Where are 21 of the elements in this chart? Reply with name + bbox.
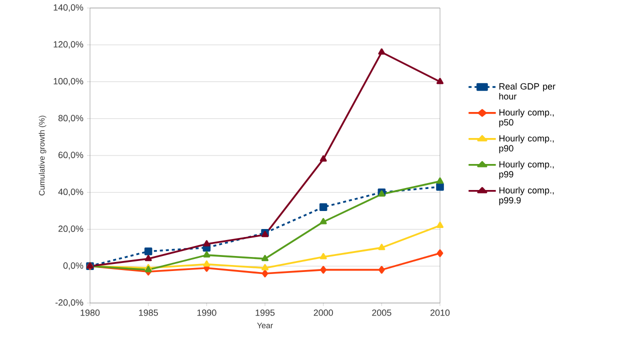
y-tick-label: 100,0% xyxy=(54,78,84,86)
legend-label: Real GDP per hour xyxy=(499,82,556,100)
y-tick-label: 120,0% xyxy=(54,41,84,49)
x-tick-label: 2000 xyxy=(314,310,333,316)
y-tick-label: 20,0% xyxy=(58,226,84,233)
x-tick-label: 1980 xyxy=(80,310,100,316)
x-tick-label: 1985 xyxy=(139,310,158,316)
legend-label: Hourly comp., p99 xyxy=(499,160,554,180)
x-tick-label: 1995 xyxy=(256,310,275,316)
legend-label: Hourly comp., p50 xyxy=(499,108,554,128)
x-tick-label: 2010 xyxy=(430,310,450,316)
legend-label: Hourly comp., p90 xyxy=(499,134,554,154)
y-tick-label: 140,0% xyxy=(54,4,84,12)
y-tick-label: 60,0% xyxy=(58,152,84,160)
y-tick-label: 40,0% xyxy=(58,188,84,196)
legend-label: Hourly comp., p99.9 xyxy=(499,186,554,206)
y-tick-label: 80,0% xyxy=(58,114,84,122)
y-tick-label: -20,0% xyxy=(55,299,84,307)
y-tick-label: 0,0% xyxy=(63,262,84,270)
x-tick-label: 2005 xyxy=(372,310,392,316)
x-tick-label: 1990 xyxy=(197,310,216,316)
